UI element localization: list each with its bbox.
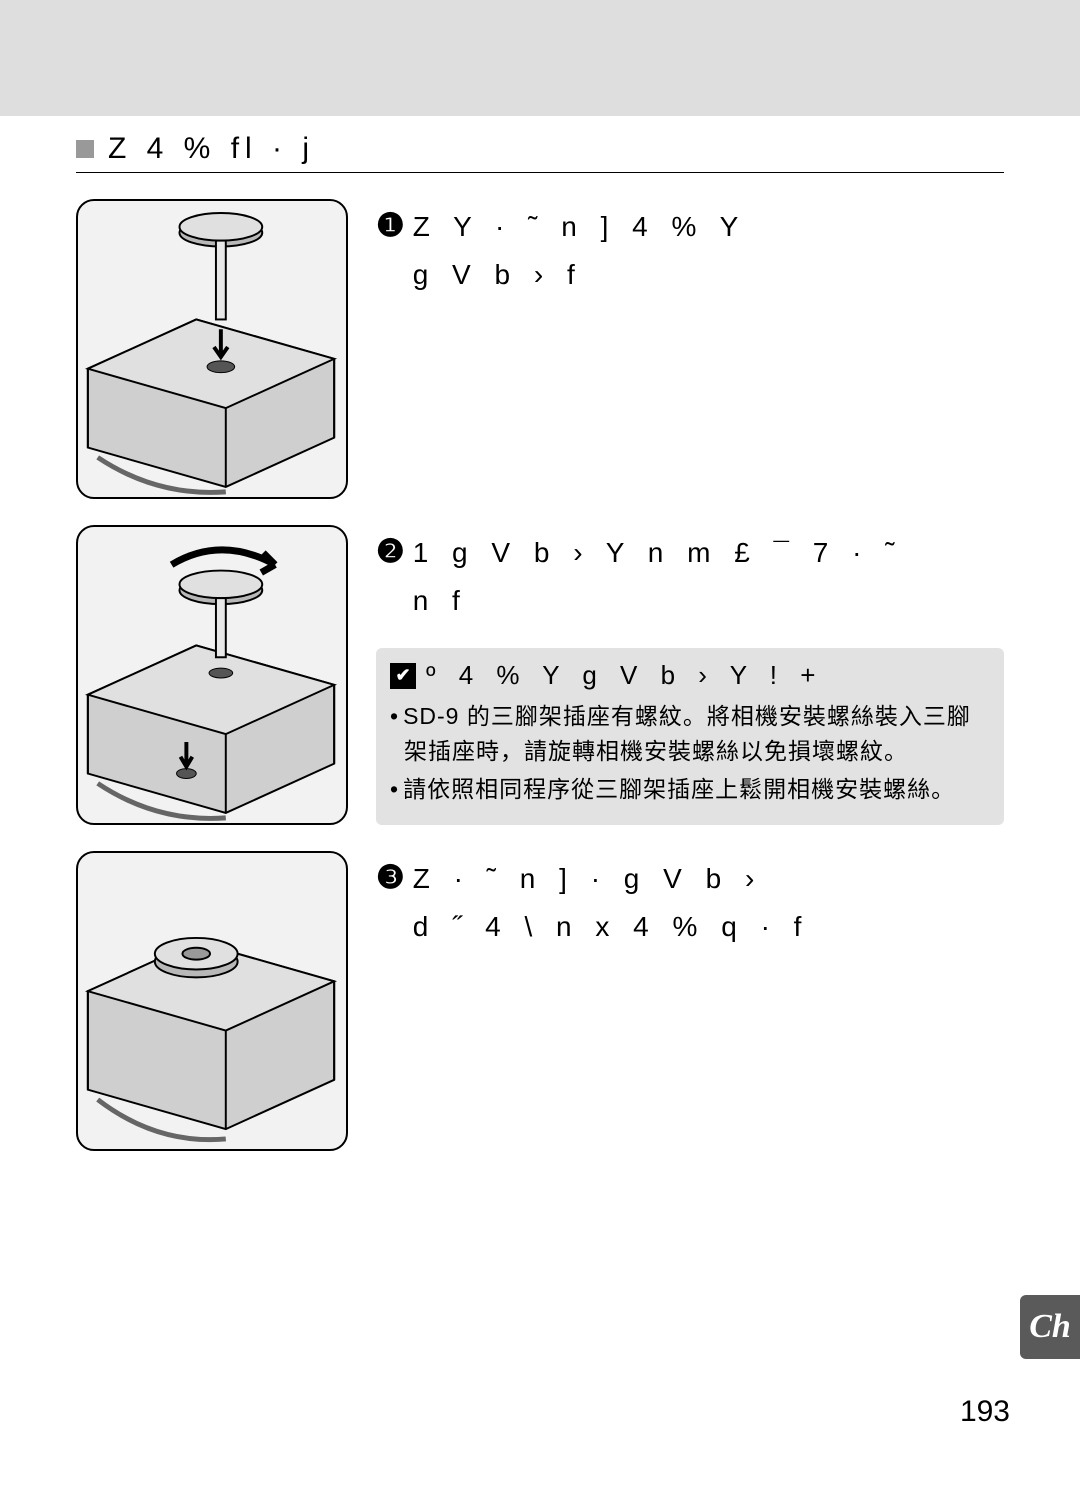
step-1-number: ❶ bbox=[376, 203, 405, 248]
figure-1 bbox=[76, 199, 348, 499]
language-badge: Ch bbox=[1020, 1295, 1080, 1359]
page-number: 193 bbox=[960, 1395, 1010, 1429]
step-3-body: Z · ˜ n ] · g V b › d ˝ 4 \ n x 4 % q · … bbox=[413, 855, 810, 950]
section-bullet-icon bbox=[76, 140, 94, 158]
step-3-number: ❸ bbox=[376, 855, 405, 900]
note-body: SD-9 的三腳架插座有螺紋。將相機安裝螺絲裝入三腳架插座時，請旋轉相機安裝螺絲… bbox=[390, 699, 990, 807]
note-title: º 4 % Y g V b › Y ! + bbox=[426, 660, 823, 691]
step-row-2: ❷ 1 g V b › Y n m £ ¯ 7 · ˜ n f ✔ º 4 % … bbox=[76, 525, 1004, 825]
step-2-number: ❷ bbox=[376, 529, 405, 574]
check-icon: ✔ bbox=[390, 663, 416, 689]
step-1-body: Z Y · ˜ n ] 4 % Y g V b › f bbox=[413, 203, 747, 298]
note-box: ✔ º 4 % Y g V b › Y ! + SD-9 的三腳架插座有螺紋。將… bbox=[376, 648, 1004, 825]
step-1-text: ❶ Z Y · ˜ n ] 4 % Y g V b › f bbox=[376, 199, 1004, 499]
page-content: Z 4 % fl · j bbox=[0, 116, 1080, 1151]
section-header: Z 4 % fl · j bbox=[76, 116, 1004, 173]
step-row-1: ❶ Z Y · ˜ n ] 4 % Y g V b › f bbox=[76, 199, 1004, 499]
top-gray-bar bbox=[0, 0, 1080, 116]
note-item-2: 請依照相同程序從三腳架插座上鬆開相機安裝螺絲。 bbox=[390, 772, 990, 807]
step-3-text: ❸ Z · ˜ n ] · g V b › d ˝ 4 \ n x 4 % q … bbox=[376, 851, 1004, 1151]
figure-2 bbox=[76, 525, 348, 825]
figure-3 bbox=[76, 851, 348, 1151]
section-title: Z 4 % fl · j bbox=[108, 132, 315, 166]
step-2-body: 1 g V b › Y n m £ ¯ 7 · ˜ n f bbox=[413, 529, 903, 624]
note-item-1: SD-9 的三腳架插座有螺紋。將相機安裝螺絲裝入三腳架插座時，請旋轉相機安裝螺絲… bbox=[390, 699, 990, 768]
step-2-text: ❷ 1 g V b › Y n m £ ¯ 7 · ˜ n f ✔ º 4 % … bbox=[376, 525, 1004, 825]
step-row-3: ❸ Z · ˜ n ] · g V b › d ˝ 4 \ n x 4 % q … bbox=[76, 851, 1004, 1151]
